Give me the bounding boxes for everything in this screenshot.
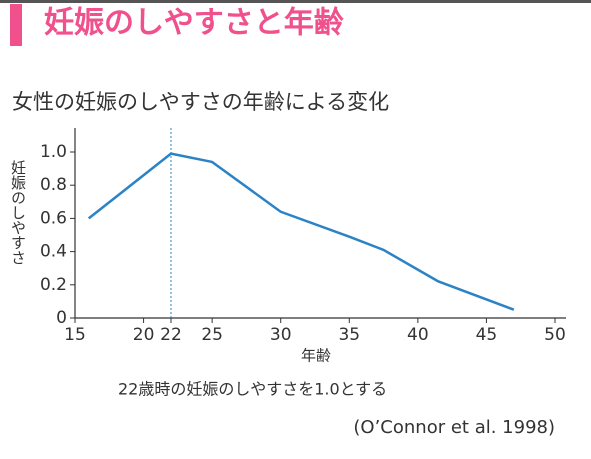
x-tick-label: 22 [160, 325, 182, 345]
top-strip [0, 0, 591, 3]
x-tick-label: 40 [407, 325, 429, 345]
y-tick-label: 1.0 [40, 142, 67, 162]
x-tick-label: 15 [64, 325, 86, 345]
x-tick-label: 50 [544, 325, 566, 345]
x-tick-label: 35 [338, 325, 360, 345]
y-tick-label: 0.8 [40, 175, 67, 195]
note: 22歳時の妊娠のしやすさを1.0とする [118, 380, 387, 399]
x-axis-label: 年齢 [301, 347, 331, 365]
line [87, 152, 515, 311]
x-tick-label: 25 [201, 325, 223, 345]
x-tick-label: 30 [270, 325, 292, 345]
source: (O’Connor et al. 1998) [353, 417, 555, 438]
heading-bar [10, 4, 22, 46]
chart-title: 女性の妊娠のしやすさの年齢による変化 [12, 90, 389, 114]
x-tick-label: 20 [133, 325, 155, 345]
x-tick-label: 45 [476, 325, 498, 345]
y-tick-label: 0.4 [40, 242, 67, 262]
y-tick-label: 0.2 [40, 275, 67, 295]
heading: 妊娠のしやすさと年齢 [44, 6, 344, 41]
y-axis-label: 妊娠のしやすさ [9, 160, 27, 265]
y-tick-label: 0 [56, 308, 67, 328]
y-tick-label: 0.6 [40, 208, 67, 228]
